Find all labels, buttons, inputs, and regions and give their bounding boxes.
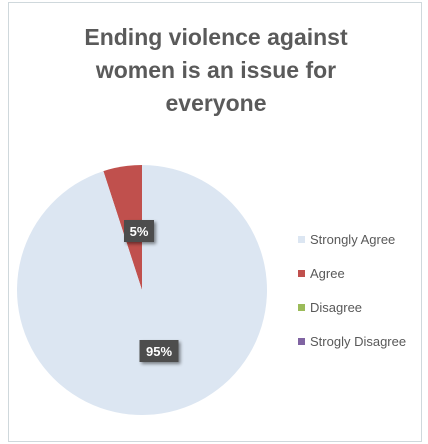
legend-label: Disagree [310, 300, 363, 315]
chart-title-line: Ending violence against [84, 24, 348, 50]
chart-legend: Strongly Agree Agree Disagree Strogly Di… [298, 231, 406, 367]
legend-item: Disagree [298, 299, 406, 316]
legend-label: Agree [310, 266, 345, 281]
legend-label: Strogly Disagree [310, 334, 407, 349]
legend-swatch [298, 236, 305, 243]
data-label-text: 5% [130, 224, 149, 239]
pie-chart: 5% 95% [17, 165, 267, 415]
data-label-agree: 5% [124, 220, 154, 242]
chart-title-line: everyone [165, 90, 267, 116]
data-label-text: 95% [146, 344, 172, 359]
chart-frame: Ending violence against women is an issu… [8, 2, 422, 442]
data-label-box [124, 220, 154, 242]
chart-title: Ending violence against women is an issu… [19, 21, 413, 120]
legend-label: Strongly Agree [310, 232, 396, 247]
pie-slices [17, 165, 267, 415]
legend-swatch [298, 304, 305, 311]
pie-data-labels: 5% 95% [124, 220, 179, 362]
chart-title-line: women is an issue for [95, 57, 337, 83]
data-label-strongly-agree: 95% [139, 340, 179, 362]
pie-slice-strongly-agree [17, 165, 267, 415]
legend-swatch [298, 270, 305, 277]
legend-item: Agree [298, 265, 406, 282]
pie-slice-agree [103, 165, 142, 290]
legend-item: Strongly Agree [298, 231, 406, 248]
legend-item: Strogly Disagree [298, 333, 406, 350]
legend-swatch [298, 338, 305, 345]
data-label-box [139, 340, 179, 362]
